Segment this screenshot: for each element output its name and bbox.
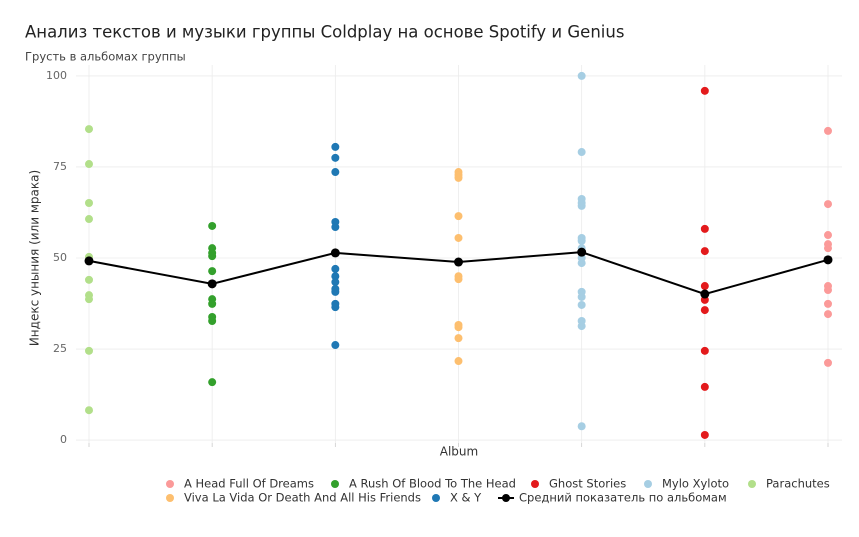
point (577, 322, 586, 331)
point (577, 71, 586, 80)
point (577, 422, 586, 431)
point (824, 231, 832, 240)
point (577, 292, 586, 301)
y-tick-label: 25 (53, 342, 67, 355)
point (577, 300, 586, 309)
point (85, 125, 93, 134)
point (700, 346, 709, 355)
legend-label: A Rush Of Blood To The Head (349, 477, 516, 491)
y-axis-label: Индекс уныния (или мрака) (28, 170, 42, 346)
mean-point (823, 255, 833, 265)
legend: A Head Full Of Dreams A Rush Of Blood To … (166, 477, 830, 505)
y-tick-label: 75 (53, 160, 67, 173)
point (700, 382, 709, 391)
point (700, 247, 709, 256)
point (85, 160, 93, 169)
x-axis-label: Album (440, 445, 478, 459)
y-tick-label: 100 (46, 69, 67, 82)
point (331, 278, 340, 287)
legend-label: Mylo Xyloto (662, 477, 729, 491)
point (331, 287, 340, 296)
point (824, 358, 832, 367)
point (700, 86, 709, 95)
legend-swatch (748, 480, 756, 488)
point (208, 378, 217, 387)
point (331, 168, 340, 177)
point (824, 126, 832, 135)
point (824, 244, 832, 253)
point (208, 316, 217, 325)
point (700, 430, 709, 439)
point (331, 264, 340, 273)
mean-point (207, 279, 217, 289)
legend-swatch (166, 494, 174, 502)
legend-label: X & Y (450, 491, 482, 505)
point (208, 267, 217, 276)
point (454, 357, 463, 366)
legend-swatch (166, 480, 174, 488)
point (700, 282, 709, 291)
point (208, 252, 217, 261)
point (454, 323, 463, 332)
point (577, 148, 586, 157)
legend-swatch (331, 480, 339, 488)
legend-label: Ghost Stories (549, 477, 626, 491)
mean-point (330, 248, 340, 258)
point (331, 153, 340, 162)
y-tick-label: 0 (60, 433, 67, 446)
point (454, 334, 463, 343)
point (700, 306, 709, 315)
legend-label: Viva La Vida Or Death And All His Friend… (184, 491, 421, 505)
point (824, 299, 832, 308)
y-tick-label: 50 (53, 251, 67, 264)
point (85, 295, 93, 304)
mean-point (577, 247, 587, 257)
chart-title: Анализ текстов и музыки группы Coldplay … (25, 23, 624, 42)
marks (84, 71, 833, 439)
point (454, 233, 463, 242)
point (85, 199, 93, 208)
point (331, 303, 340, 312)
point (454, 275, 463, 284)
point (85, 346, 93, 355)
point (454, 173, 463, 182)
mean-point (700, 289, 710, 299)
point (208, 299, 217, 308)
legend-label: Средний показатель по альбомам (519, 491, 727, 505)
point (577, 259, 586, 268)
point (824, 200, 832, 209)
point (700, 224, 709, 233)
mean-point (454, 257, 463, 267)
legend-label: A Head Full Of Dreams (184, 477, 314, 491)
point (85, 406, 93, 415)
mean-point (84, 256, 94, 266)
point (208, 221, 217, 230)
point (824, 310, 832, 319)
point (85, 215, 93, 224)
legend-swatch (502, 494, 510, 502)
legend-swatch (432, 494, 440, 502)
point (85, 275, 93, 284)
point (577, 236, 586, 245)
point (331, 341, 340, 350)
point (331, 272, 340, 281)
point (331, 142, 340, 151)
point (577, 201, 586, 210)
chart-subtitle: Грусть в альбомах группы (25, 50, 186, 64)
point (454, 212, 463, 221)
point (331, 223, 340, 232)
legend-label: Parachutes (766, 477, 830, 491)
legend-swatch (644, 480, 652, 488)
legend-swatch (531, 480, 539, 488)
point (824, 286, 832, 295)
